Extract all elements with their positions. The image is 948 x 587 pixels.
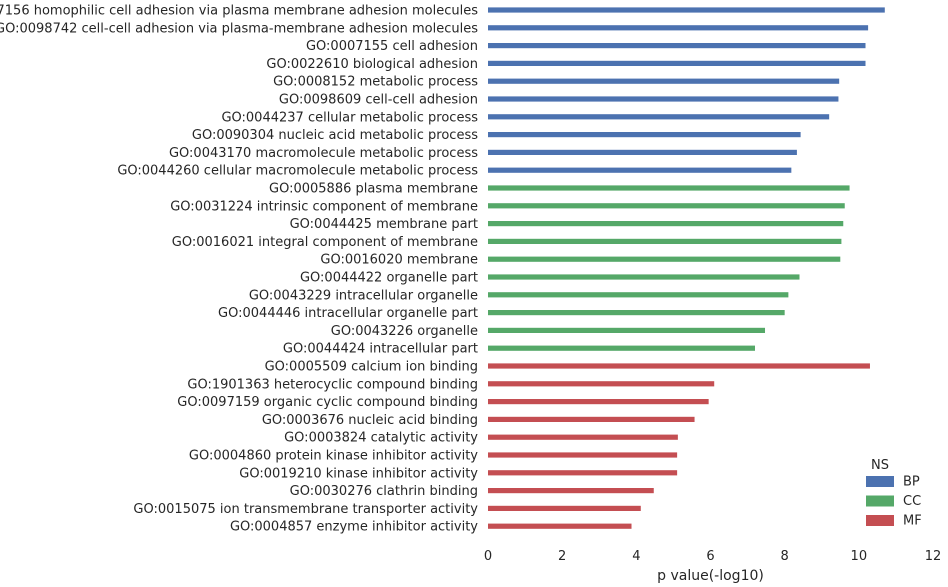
- bar: [488, 434, 678, 440]
- category-label: GO:0098609 cell-cell adhesion: [279, 93, 478, 108]
- category-label: GO:0097159 organic cyclic compound bindi…: [177, 395, 478, 410]
- category-label: GO:0043226 organelle: [331, 324, 478, 339]
- bar: [488, 149, 797, 155]
- legend-items: BP CC MF: [866, 475, 922, 529]
- x-tick-label: 6: [706, 549, 714, 564]
- bars-layer: [488, 7, 885, 529]
- category-label: GO:0031224 intrinsic component of membra…: [170, 199, 478, 214]
- category-label: GO:0098742 cell-cell adhesion via plasma…: [0, 21, 478, 36]
- x-tick-label: 2: [558, 549, 566, 564]
- bar: [488, 78, 840, 84]
- category-label: GO:0007155 cell adhesion: [306, 39, 478, 54]
- legend-label: BP: [903, 475, 920, 490]
- bar: [488, 43, 866, 49]
- bar: [488, 7, 885, 13]
- bar: [488, 238, 842, 244]
- bar: [488, 25, 869, 31]
- category-label: GO:0004860 protein kinase inhibitor acti…: [189, 449, 478, 464]
- legend-label: CC: [903, 494, 921, 509]
- bar: [488, 203, 845, 209]
- x-tick-label: 10: [851, 549, 868, 564]
- bar: [488, 292, 789, 298]
- bar: [488, 310, 785, 316]
- category-labels: GO:0007156 homophilic cell adhesion via …: [0, 4, 478, 535]
- category-label: GO:0016020 membrane: [320, 253, 478, 268]
- category-label: GO:0090304 nucleic acid metabolic proces…: [192, 128, 478, 143]
- category-label: GO:0043170 macromolecule metabolic proce…: [169, 146, 478, 161]
- category-label: GO:0019210 kinase inhibitor activity: [239, 466, 478, 481]
- bar: [488, 505, 641, 511]
- bar: [488, 523, 632, 529]
- bar: [488, 114, 830, 120]
- bar: [488, 416, 695, 422]
- category-label: GO:0044422 organelle part: [300, 271, 478, 286]
- category-label: GO:0044260 cellular macromolecule metabo…: [117, 164, 478, 179]
- category-label: GO:0044424 intracellular part: [283, 342, 478, 357]
- legend-title: NS: [871, 458, 889, 473]
- category-label: GO:0043229 intracellular organelle: [249, 288, 478, 303]
- bar: [488, 132, 801, 138]
- legend-swatch: [866, 476, 894, 487]
- category-label: GO:0003824 catalytic activity: [284, 431, 478, 446]
- legend-swatch: [866, 515, 894, 526]
- bar: [488, 256, 841, 262]
- legend-swatch: [866, 495, 894, 507]
- x-axis-label: p value(-log10): [657, 568, 764, 584]
- category-label: GO:0022610 biological adhesion: [266, 57, 478, 72]
- bar: [488, 363, 870, 369]
- legend: NS BP CC MF: [866, 458, 922, 529]
- x-tick-label: 0: [484, 549, 492, 564]
- x-tick-label: 12: [925, 549, 942, 564]
- category-label: GO:0044425 membrane part: [290, 217, 478, 232]
- x-axis-ticks: 0 2 4 6 8 10 12: [484, 549, 941, 564]
- category-label: GO:0015075 ion transmembrane transporter…: [133, 502, 478, 517]
- category-label: GO:0008152 metabolic process: [273, 75, 478, 90]
- category-label: GO:0004857 enzyme inhibitor activity: [230, 520, 478, 535]
- bar: [488, 221, 844, 227]
- category-label: GO:0044237 cellular metabolic process: [221, 110, 478, 125]
- bar: [488, 274, 800, 280]
- category-label: GO:0005509 calcium ion binding: [265, 360, 478, 375]
- bar: [488, 345, 755, 351]
- x-tick-label: 8: [781, 549, 789, 564]
- category-label: GO:0005886 plasma membrane: [269, 182, 478, 197]
- bar: [488, 60, 866, 66]
- bar: [488, 488, 654, 494]
- category-label: GO:1901363 heterocyclic compound binding: [187, 377, 478, 392]
- legend-label: MF: [903, 514, 922, 529]
- category-label: GO:0003676 nucleic acid binding: [262, 413, 478, 428]
- x-tick-label: 4: [632, 549, 640, 564]
- bar: [488, 96, 839, 102]
- bar: [488, 327, 766, 333]
- bar: [488, 452, 678, 458]
- bar: [488, 470, 678, 476]
- category-label: GO:0030276 clathrin binding: [290, 484, 478, 499]
- bar: [488, 399, 709, 405]
- bar: [488, 167, 792, 173]
- category-label: GO:0007156 homophilic cell adhesion via …: [0, 4, 478, 19]
- category-label: GO:0044446 intracellular organelle part: [218, 306, 478, 321]
- bar: [488, 185, 850, 191]
- category-label: GO:0016021 integral component of membran…: [172, 235, 478, 250]
- bar: [488, 381, 715, 387]
